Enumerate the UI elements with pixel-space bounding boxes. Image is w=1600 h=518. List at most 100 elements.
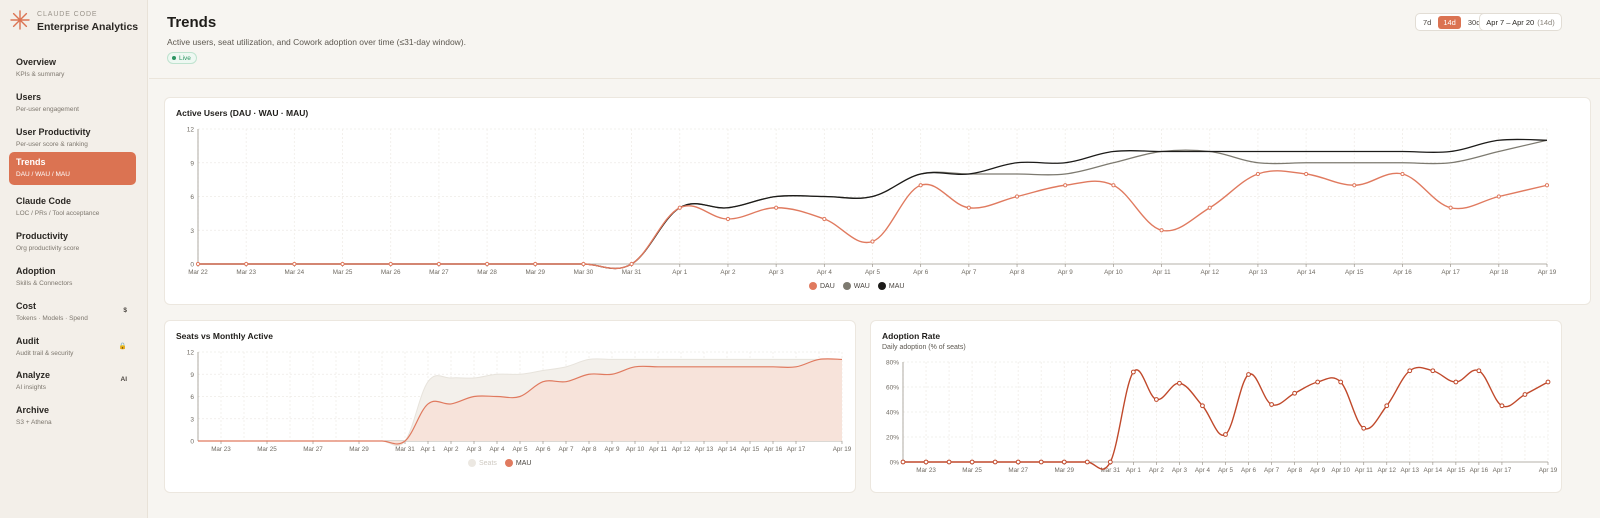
sidebar-item-user-productivity[interactable]: User Productivity Per-user score & rankin… xyxy=(9,122,136,155)
sidebar-item-label: Users xyxy=(16,92,42,102)
x-tick-label: Apr 19 xyxy=(833,446,852,453)
dau-point xyxy=(292,261,297,267)
x-tick-label: Apr 9 xyxy=(1058,269,1074,276)
x-tick-label: Apr 7 xyxy=(961,269,977,276)
sidebar-item-analyze[interactable]: Analyze AI insights AI xyxy=(9,365,136,398)
adoption-point xyxy=(900,459,906,465)
date-range-hint: (14d) xyxy=(1537,17,1555,27)
sidebar-item-sub: S3 + Athena xyxy=(16,419,52,426)
x-tick-label: Apr 16 xyxy=(764,446,783,453)
dau-point xyxy=(918,183,923,188)
dau-point xyxy=(388,261,393,267)
adoption-point xyxy=(1153,397,1159,402)
sidebar-item-audit[interactable]: Audit Audit trail & security 🔒 xyxy=(9,331,136,364)
sidebar-item-productivity[interactable]: Productivity Org productivity score xyxy=(9,226,136,259)
x-tick-label: Mar 31 xyxy=(1101,467,1121,474)
y-tick-label: 40% xyxy=(886,410,899,417)
adoption-chart: 0% 20% 40% 60% 80% Mar 23 Mar 25 Mar 27 Mar 29 Ma… xyxy=(886,360,1558,475)
x-tick-label: Mar 27 xyxy=(303,446,323,453)
x-tick-label: Apr 8 xyxy=(1287,467,1303,474)
sidebar: CLAUDE CODE Enterprise Analytics Overvie… xyxy=(0,0,148,518)
x-tick-label: Apr 13 xyxy=(695,446,714,453)
legend-dau[interactable]: DAU xyxy=(809,282,835,290)
x-tick-label: Mar 31 xyxy=(622,269,642,276)
adoption-point xyxy=(1038,459,1044,465)
x-tick-label: Mar 25 xyxy=(257,446,277,453)
adoption-point xyxy=(1061,459,1067,465)
y-tick-label: 80% xyxy=(886,360,899,367)
legend-mau[interactable]: MAU xyxy=(877,282,904,290)
adoption-point xyxy=(992,459,998,465)
dau-point xyxy=(966,205,971,210)
dau-point xyxy=(533,261,538,267)
x-tick-label: Mar 31 xyxy=(395,446,415,453)
date-range-picker[interactable]: Apr 7 – Apr 20 (14d) xyxy=(1479,13,1562,31)
range-7d-button[interactable]: 7d xyxy=(1423,17,1432,27)
x-tick-label: Apr 9 xyxy=(604,446,620,453)
sidebar-item-label: User Productivity xyxy=(16,127,91,137)
legend-wau[interactable]: WAU xyxy=(842,282,870,290)
x-tick-label: Mar 25 xyxy=(962,467,982,474)
sidebar-item-sub: Org productivity score xyxy=(16,245,80,252)
seats-chart: 0 3 6 9 12 Mar 23 Mar 25 Mar 27 Mar 29 Mar 31 Apr … xyxy=(187,350,852,454)
sidebar-item-archive[interactable]: Archive S3 + Athena xyxy=(9,400,136,433)
range-14d-button[interactable]: 14d xyxy=(1438,15,1461,29)
dau-point xyxy=(244,261,249,267)
x-tick-label: Apr 1 xyxy=(1126,467,1142,474)
adoption-point xyxy=(1292,390,1298,396)
dau-point xyxy=(1496,194,1501,199)
range-30d-button[interactable]: 30d xyxy=(1467,17,1481,27)
page-title: Trends xyxy=(167,14,217,31)
dau-point xyxy=(629,261,634,267)
adoption-point xyxy=(1130,369,1136,375)
adoption-point xyxy=(1453,379,1459,385)
dau-point xyxy=(677,205,682,210)
adoption-point xyxy=(1200,403,1205,409)
sidebar-item-trends[interactable]: Trends DAU / WAU / MAU xyxy=(9,152,136,185)
sidebar-item-overview[interactable]: Overview KPIs & summary xyxy=(9,52,136,85)
dau-point xyxy=(1014,194,1020,199)
legend-seats-mau[interactable]: MAU xyxy=(504,459,531,467)
date-range-value: Apr 7 – Apr 20 xyxy=(1486,17,1535,27)
sidebar-item-label: Overview xyxy=(16,57,57,67)
dau-point xyxy=(195,261,201,267)
x-tick-label: Apr 16 xyxy=(1393,269,1412,276)
sidebar-item-users[interactable]: Users Per-user engagement xyxy=(9,87,136,120)
y-tick-label: 0 xyxy=(190,439,194,446)
active-users-title: Active Users (DAU · WAU · MAU) xyxy=(176,108,309,118)
x-tick-label: Apr 4 xyxy=(817,269,833,276)
legend-seats-swatch xyxy=(468,459,476,467)
x-tick-label: Apr 17 xyxy=(1441,269,1460,276)
sidebar-item-cost[interactable]: Cost Tokens · Models · Spend $ xyxy=(9,296,136,329)
adoption-title: Adoption Rate xyxy=(882,331,941,341)
y-tick-label: 0 xyxy=(190,262,194,269)
x-tick-label: Apr 4 xyxy=(1195,467,1211,474)
legend-seats-label: Seats xyxy=(479,459,497,467)
x-tick-label: Apr 8 xyxy=(581,446,597,453)
legend-seats[interactable]: Seats xyxy=(468,459,497,467)
legend-wau-label: WAU xyxy=(853,282,870,290)
dau-point xyxy=(484,261,490,267)
sidebar-item-adoption[interactable]: Adoption Skills & Connectors xyxy=(9,261,136,294)
brand[interactable]: CLAUDE CODE Enterprise Analytics xyxy=(10,10,140,36)
main-content: Trends Active users, seat utilization, a… xyxy=(149,0,1600,518)
x-tick-label: Apr 15 xyxy=(1447,467,1466,474)
sidebar-item-claude-code[interactable]: Claude Code LOC / PRs / Tool acceptance xyxy=(9,191,136,224)
page-subtitle: Active users, seat utilization, and Cowo… xyxy=(167,37,466,47)
x-tick-label: Apr 14 xyxy=(718,446,737,453)
adoption-point xyxy=(1384,403,1390,409)
adoption-card: Adoption Rate Daily adoption (% of seats… xyxy=(870,320,1562,493)
x-tick-label: Mar 25 xyxy=(333,269,353,276)
x-tick-label: Mar 27 xyxy=(429,269,449,276)
sidebar-item-label: Productivity xyxy=(16,231,69,241)
x-tick-label: Apr 7 xyxy=(1264,467,1280,474)
sidebar-item-sub: AI insights xyxy=(16,384,46,391)
adoption-point xyxy=(969,459,975,465)
brand-eyebrow: CLAUDE CODE xyxy=(37,11,98,18)
x-tick-label: Apr 11 xyxy=(1355,467,1374,474)
dau-point xyxy=(1207,205,1212,210)
legend-dau-swatch xyxy=(809,282,817,290)
x-tick-label: Apr 19 xyxy=(1539,467,1558,474)
adoption-point xyxy=(1499,403,1505,409)
sidebar-item-icon: 🔒 xyxy=(118,343,127,350)
